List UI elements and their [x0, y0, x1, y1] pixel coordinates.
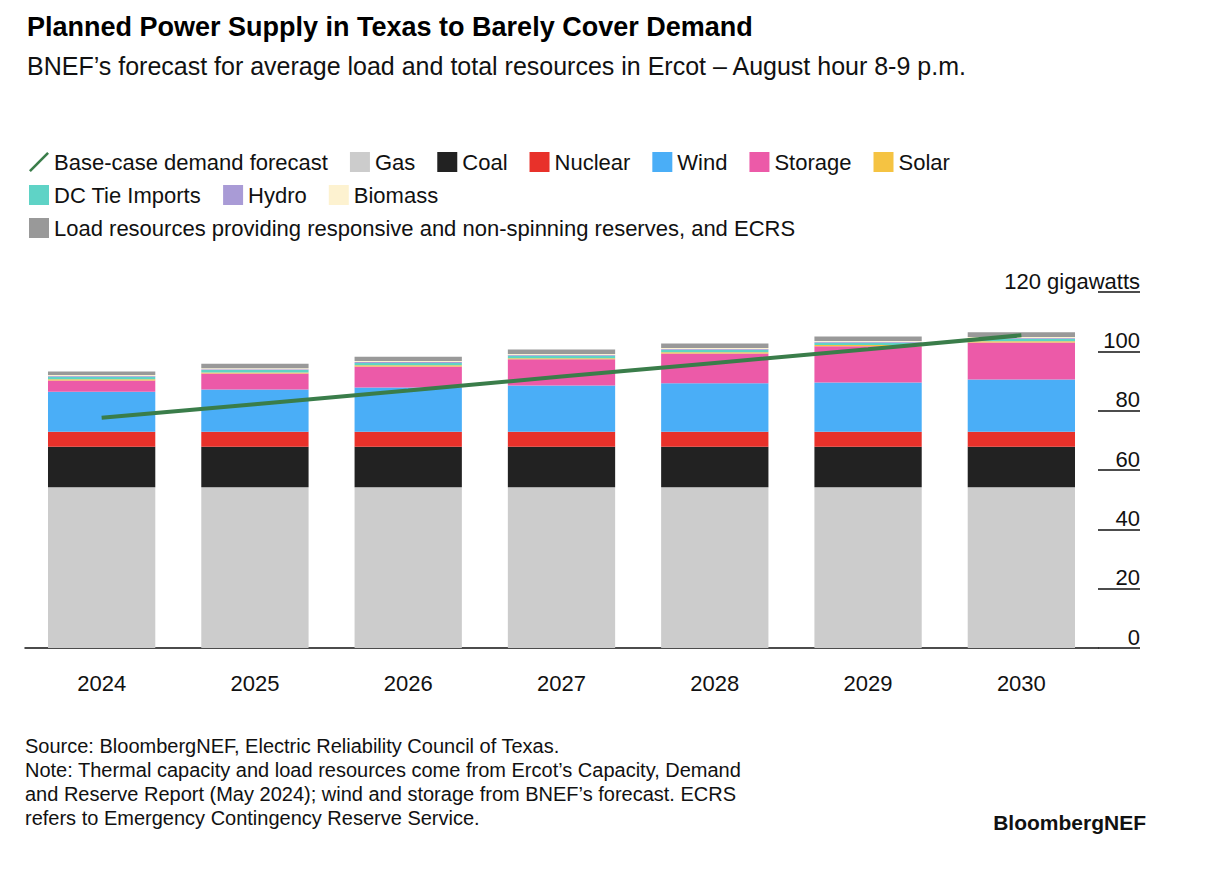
- svg-text:Planned Power Supply in Texas: Planned Power Supply in Texas to Barely …: [27, 12, 753, 42]
- svg-text:120 gigawatts: 120 gigawatts: [1004, 269, 1140, 294]
- svg-text:BNEF’s forecast for average lo: BNEF’s forecast for average load and tot…: [27, 52, 966, 80]
- svg-text:DC Tie Imports: DC Tie Imports: [54, 183, 201, 208]
- svg-text:2026: 2026: [384, 671, 433, 696]
- svg-text:2030: 2030: [997, 671, 1046, 696]
- svg-text:Storage: Storage: [774, 150, 851, 175]
- svg-text:2028: 2028: [690, 671, 739, 696]
- svg-text:Biomass: Biomass: [354, 183, 438, 208]
- svg-text:2025: 2025: [230, 671, 279, 696]
- svg-text:Gas: Gas: [375, 150, 415, 175]
- svg-text:2029: 2029: [844, 671, 893, 696]
- svg-text:80: 80: [1116, 387, 1140, 412]
- svg-text:2024: 2024: [77, 671, 126, 696]
- svg-text:BloombergNEF: BloombergNEF: [993, 811, 1146, 834]
- svg-text:40: 40: [1116, 506, 1140, 531]
- svg-text:60: 60: [1116, 447, 1140, 472]
- svg-text:100: 100: [1103, 328, 1140, 353]
- svg-text:refers to Emergency Contingenc: refers to Emergency Contingency Reserve …: [25, 807, 480, 829]
- svg-text:Load resources providing respo: Load resources providing responsive and …: [54, 216, 795, 241]
- svg-text:Nuclear: Nuclear: [555, 150, 631, 175]
- svg-text:20: 20: [1116, 565, 1140, 590]
- svg-text:and Reserve Report (May 2024);: and Reserve Report (May 2024); wind and …: [25, 783, 736, 805]
- svg-text:Wind: Wind: [677, 150, 727, 175]
- svg-text:0: 0: [1128, 625, 1140, 650]
- svg-text:Base-case demand forecast: Base-case demand forecast: [54, 150, 328, 175]
- svg-text:Hydro: Hydro: [248, 183, 307, 208]
- svg-text:Solar: Solar: [899, 150, 950, 175]
- svg-text:Source: BloombergNEF, Electric: Source: BloombergNEF, Electric Reliabili…: [25, 735, 559, 757]
- svg-text:Coal: Coal: [462, 150, 507, 175]
- svg-text:2027: 2027: [537, 671, 586, 696]
- svg-text:Note: Thermal capacity and loa: Note: Thermal capacity and load resource…: [25, 759, 741, 781]
